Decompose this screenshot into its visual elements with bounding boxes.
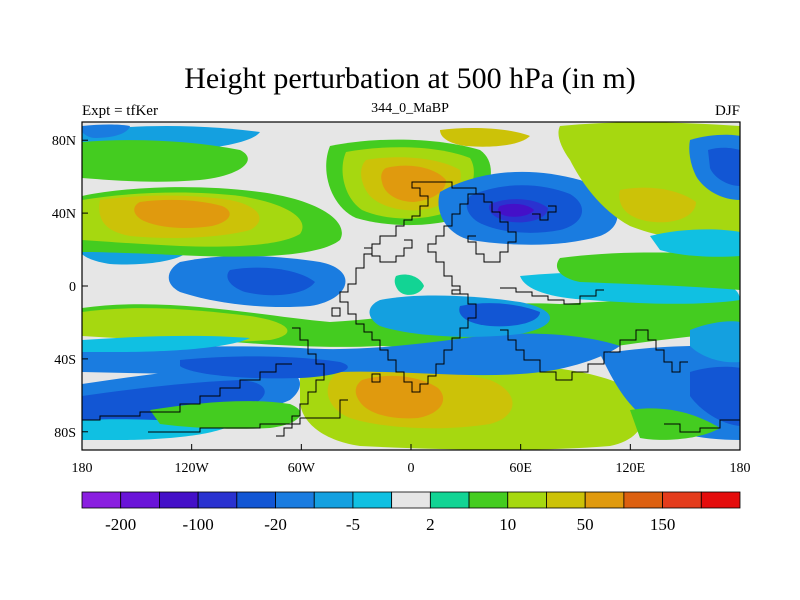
colorbar-swatch (584, 491, 625, 509)
coastline-south-america (276, 327, 325, 437)
main-title: Height perturbation at 500 hPa (in m) (184, 62, 636, 95)
field-equator-green-east (556, 252, 740, 290)
colorbar-swatch (429, 491, 470, 509)
field-south-green-strip (150, 401, 301, 429)
lon-tick-label: 60E (509, 461, 532, 476)
subtitle-left: Expt = tfKer (82, 103, 158, 119)
field-north-orange-center (381, 165, 446, 202)
coastline-africa-europe (339, 181, 477, 393)
colorbar-swatch (662, 491, 702, 509)
lon-tick-label: 120W (175, 461, 210, 476)
lon-tick-label: 180 (730, 461, 751, 476)
subtitle-center: 344_0_MaBP (371, 101, 449, 116)
colorbar-label: -200 (105, 515, 136, 534)
field-north-olive-east (619, 187, 696, 223)
height-field (82, 122, 740, 450)
field-south-east-lightblue (690, 321, 740, 363)
colorbar-label: 2 (426, 515, 435, 534)
field-south-orange-core (355, 375, 444, 419)
lat-tick-label: 0 (69, 280, 76, 295)
coastline-antarctica-west (82, 363, 292, 421)
coastline-indonesia (500, 287, 604, 305)
field-mid-darkblue-belt (180, 356, 348, 379)
field-north-cyan-east (650, 229, 740, 257)
lon-tick-label: 0 (408, 461, 415, 476)
colorbar-label: 50 (577, 515, 594, 534)
field-equator-darkblue-west (227, 267, 315, 296)
coastline-north-america (364, 239, 413, 263)
colorbar-label: 150 (650, 515, 676, 534)
lat-tick-label: 40S (54, 353, 76, 368)
field-equator-teal-spot (394, 274, 424, 295)
colorbar-swatch (546, 491, 586, 509)
latitude-axis: 80N 40N 0 40S 80S (52, 134, 88, 441)
coastline-antarctica-center (148, 399, 348, 433)
lon-tick-label: 60W (288, 461, 316, 476)
field-south-yellowgreen (82, 308, 288, 342)
colorbar-swatch (159, 491, 199, 509)
coastline-small-islands (331, 289, 461, 383)
colorbar-swatch (313, 491, 354, 509)
subtitle-right: DJF (715, 103, 740, 119)
field-equator-blue-center (459, 303, 540, 327)
lat-tick-label: 80S (54, 426, 76, 441)
colorbar-swatch (81, 491, 122, 509)
colorbar-swatch (468, 491, 509, 509)
coastline-asia (467, 193, 517, 263)
field-south-darkblue-belt (82, 380, 265, 426)
colorbar-swatch (700, 491, 741, 509)
field-north-orange-west (134, 199, 230, 228)
lat-tick-label: 40N (52, 207, 76, 222)
lon-tick-label: 180 (72, 461, 93, 476)
lat-tick-label: 80N (52, 134, 76, 149)
field-north-darkblue-east (708, 147, 740, 186)
colorbar-label: -100 (183, 515, 214, 534)
coastline-australia (500, 329, 688, 381)
field-north-purple-asia (498, 203, 534, 217)
field-north-green-top (82, 140, 248, 182)
colorbar-label: -5 (346, 515, 360, 534)
field-north-olive-spot (440, 128, 530, 147)
colorbar-swatch (275, 491, 315, 509)
coastline-east-asia (532, 205, 557, 221)
colorbar-swatch (197, 491, 238, 509)
colorbar-swatch (507, 491, 547, 509)
colorbar-swatch (623, 491, 663, 509)
colorbar-swatch (120, 491, 160, 509)
coastlines (82, 181, 740, 437)
colorbar-label: 10 (499, 515, 516, 534)
longitude-axis: 180 120W 60W 0 60E 120E 180 (72, 444, 751, 476)
colorbar-label: -20 (264, 515, 287, 534)
colorbar-swatch (352, 491, 393, 509)
colorbar: -200 -100 -20 -5 2 10 50 150 (81, 491, 741, 534)
colorbar-swatch (236, 491, 276, 509)
lon-tick-label: 120E (616, 461, 646, 476)
field-south-east-darkblue (690, 366, 740, 426)
field-mid-cyan (82, 335, 250, 352)
field-north-blue-topleft (82, 124, 130, 138)
colorbar-swatch (391, 491, 431, 509)
coastline-antarctica-east (664, 419, 740, 433)
